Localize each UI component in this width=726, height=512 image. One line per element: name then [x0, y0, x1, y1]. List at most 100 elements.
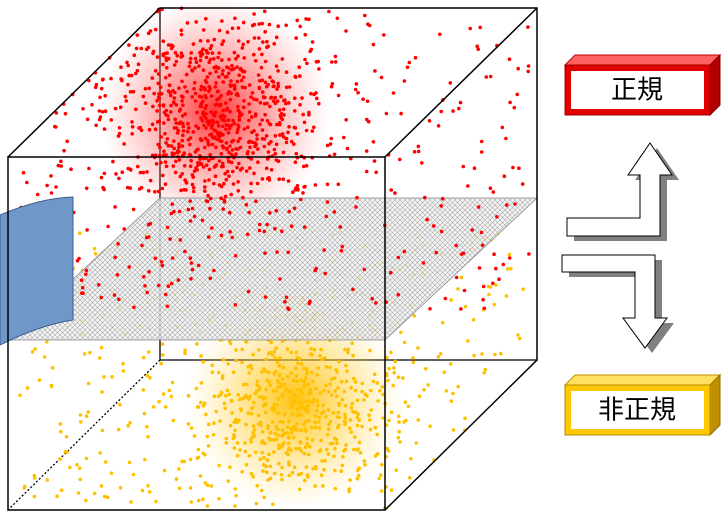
red-dot: [181, 103, 185, 107]
red-dot: [470, 228, 475, 232]
red-dot: [162, 110, 167, 115]
red-dot: [151, 104, 155, 109]
yellow-dot: [290, 412, 295, 417]
yellow-dot: [295, 413, 299, 418]
red-dot: [236, 26, 241, 30]
red-dot: [190, 95, 194, 99]
red-dot: [188, 60, 192, 65]
yellow-dot: [210, 363, 214, 368]
red-dot: [207, 122, 211, 127]
red-dot: [109, 76, 113, 81]
red-dot: [339, 248, 344, 253]
yellow-dot: [280, 394, 285, 399]
yellow-dot: [129, 500, 133, 504]
red-dot: [159, 160, 163, 165]
red-dot: [161, 53, 166, 58]
red-dot: [233, 87, 237, 91]
yellow-dot: [386, 378, 390, 383]
red-dot: [280, 132, 285, 136]
yellow-dot: [290, 405, 294, 410]
yellow-dot: [371, 379, 376, 384]
red-dot: [365, 99, 370, 103]
red-dot: [246, 125, 250, 129]
red-dot: [457, 106, 461, 111]
yellow-dot: [146, 435, 150, 439]
yellow-dot: [296, 361, 300, 366]
yellow-dot: [392, 366, 396, 370]
yellow-dot: [299, 387, 303, 392]
yellow-dot: [349, 430, 354, 434]
red-dot: [215, 89, 220, 94]
yellow-dot: [174, 477, 179, 481]
yellow-dot: [229, 398, 234, 403]
red-dot: [189, 158, 193, 163]
yellow-dot: [270, 353, 275, 357]
yellow-dot: [438, 352, 443, 356]
red-dot: [255, 181, 260, 186]
yellow-dot: [289, 350, 294, 355]
red-dot: [99, 86, 104, 91]
red-dot: [169, 281, 174, 286]
yellow-dot: [228, 424, 233, 428]
yellow-dot: [266, 426, 270, 431]
red-dot: [180, 79, 184, 84]
red-dot: [207, 119, 212, 123]
yellow-dot: [456, 287, 460, 291]
red-dot: [99, 295, 104, 300]
yellow-dot: [302, 379, 307, 384]
yellow-dot: [22, 484, 27, 489]
red-dot: [298, 74, 302, 78]
yellow-dot: [234, 417, 238, 422]
red-dot: [440, 196, 445, 201]
red-dot: [384, 111, 389, 116]
red-dot: [275, 250, 279, 254]
red-dot: [206, 193, 210, 198]
red-dot: [179, 28, 184, 33]
red-dot: [362, 267, 367, 272]
red-dot: [159, 92, 164, 96]
red-dot: [138, 170, 143, 175]
yellow-dot: [59, 429, 63, 434]
red-dot: [54, 185, 58, 189]
yellow-dot: [355, 398, 360, 403]
yellow-dot: [309, 390, 313, 395]
yellow-dot: [226, 479, 231, 483]
yellow-dot: [397, 429, 402, 434]
red-dot: [354, 82, 359, 86]
red-dot: [194, 20, 198, 24]
yellow-dot: [217, 497, 221, 501]
red-dot: [373, 69, 377, 73]
red-dot: [354, 205, 358, 209]
yellow-dot: [351, 409, 355, 414]
yellow-dot: [45, 340, 49, 344]
red-dot: [169, 211, 174, 216]
red-dot: [242, 127, 247, 131]
yellow-dot: [274, 369, 278, 374]
red-dot: [297, 65, 302, 69]
red-dot: [207, 178, 211, 182]
red-dot: [340, 244, 345, 249]
red-dot: [250, 130, 254, 135]
red-dot: [220, 164, 224, 169]
yellow-dot: [294, 446, 299, 451]
red-dot: [278, 277, 282, 281]
yellow-dot: [264, 369, 268, 374]
yellow-dot: [189, 426, 194, 430]
yellow-dot: [105, 495, 110, 500]
red-dot: [146, 31, 151, 35]
red-dot: [221, 68, 225, 73]
red-dot: [179, 55, 183, 59]
red-dot: [199, 84, 204, 89]
yellow-dot: [249, 411, 254, 416]
red-dot: [255, 147, 260, 151]
yellow-dot: [196, 498, 201, 503]
yellow-dot: [343, 420, 348, 425]
red-dot: [179, 32, 184, 37]
yellow-dot: [257, 385, 262, 390]
red-dot: [249, 190, 253, 194]
red-dot: [173, 117, 177, 122]
yellow-dot: [258, 457, 263, 462]
red-dot: [220, 113, 225, 117]
red-dot: [202, 123, 206, 128]
red-dot: [204, 48, 209, 53]
